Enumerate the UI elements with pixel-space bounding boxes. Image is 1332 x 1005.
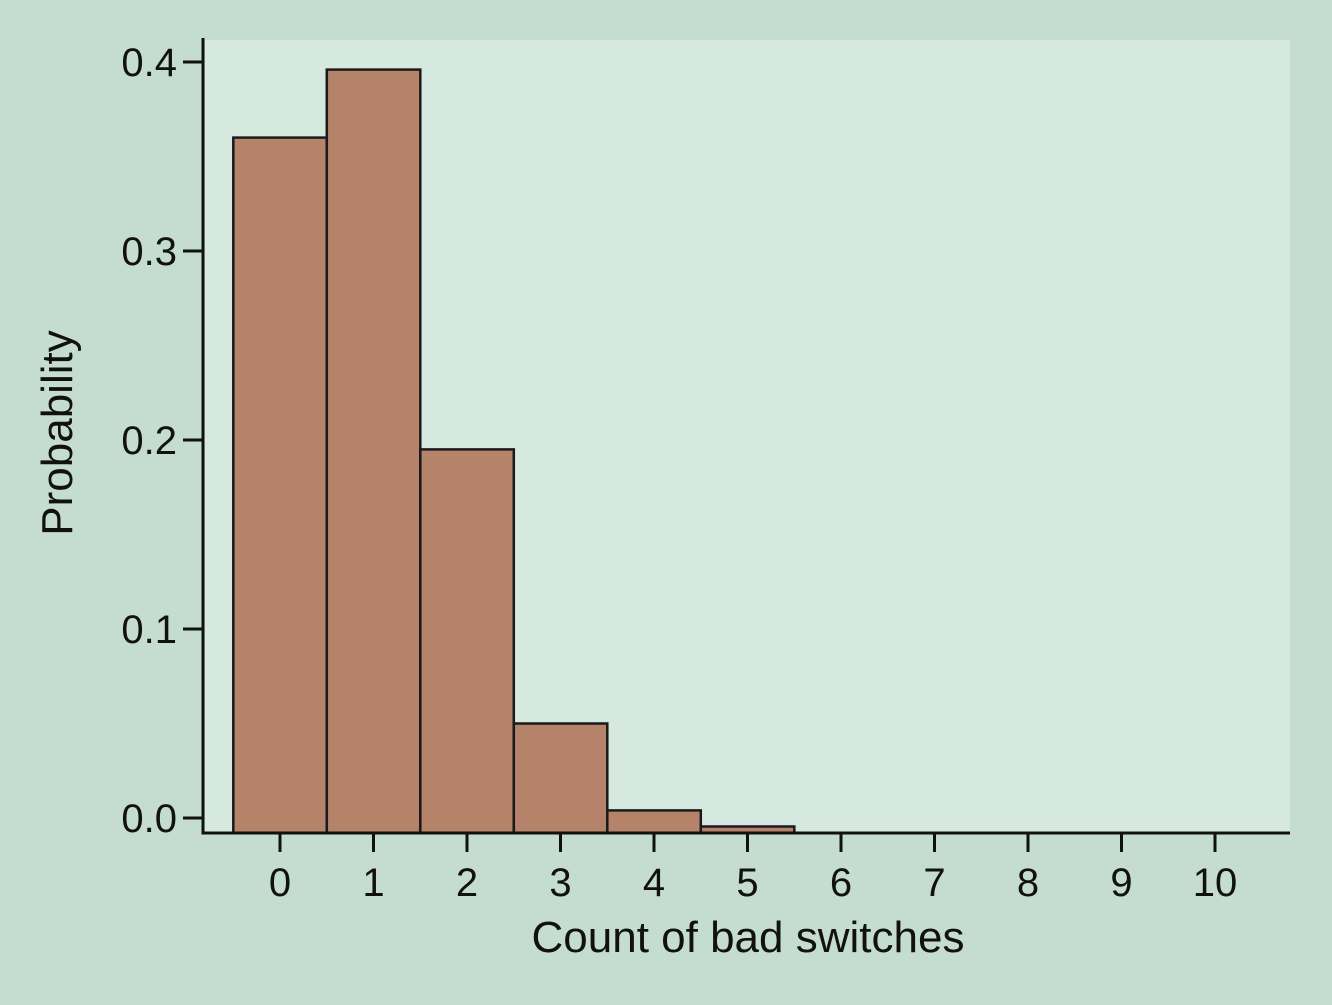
x-tick-label: 4 — [643, 861, 665, 905]
x-ticks: 0 1 2 3 4 5 6 7 8 9 10 — [269, 833, 1237, 905]
x-tick-label: 9 — [1110, 861, 1132, 905]
bar-0 — [232, 136, 329, 835]
y-tick-label: 0.3 — [121, 230, 177, 274]
bars — [232, 68, 796, 835]
x-tick-label: 0 — [269, 861, 291, 905]
bar-1 — [325, 68, 422, 835]
x-tick-label: 6 — [830, 861, 852, 905]
y-ticks: 0.0 0.1 0.2 0.3 0.4 — [121, 41, 203, 841]
x-tick-label: 3 — [549, 861, 571, 905]
x-tick-label: 1 — [362, 861, 384, 905]
bar-4 — [606, 809, 703, 835]
axes — [201, 38, 1290, 835]
y-tick-label: 0.4 — [121, 41, 177, 85]
x-tick-label: 10 — [1193, 861, 1238, 905]
y-tick-label: 0.0 — [121, 797, 177, 841]
x-tick-label: 7 — [923, 861, 945, 905]
x-tick-label: 2 — [456, 861, 478, 905]
y-tick-label: 0.2 — [121, 419, 177, 463]
x-tick-label: 8 — [1017, 861, 1039, 905]
x-tick-label: 5 — [736, 861, 758, 905]
bar-3 — [512, 722, 609, 835]
x-axis-title: Count of bad switches — [532, 913, 965, 962]
y-tick-label: 0.1 — [121, 608, 177, 652]
y-axis-title: Probability — [33, 330, 82, 535]
bar-2 — [419, 448, 516, 835]
